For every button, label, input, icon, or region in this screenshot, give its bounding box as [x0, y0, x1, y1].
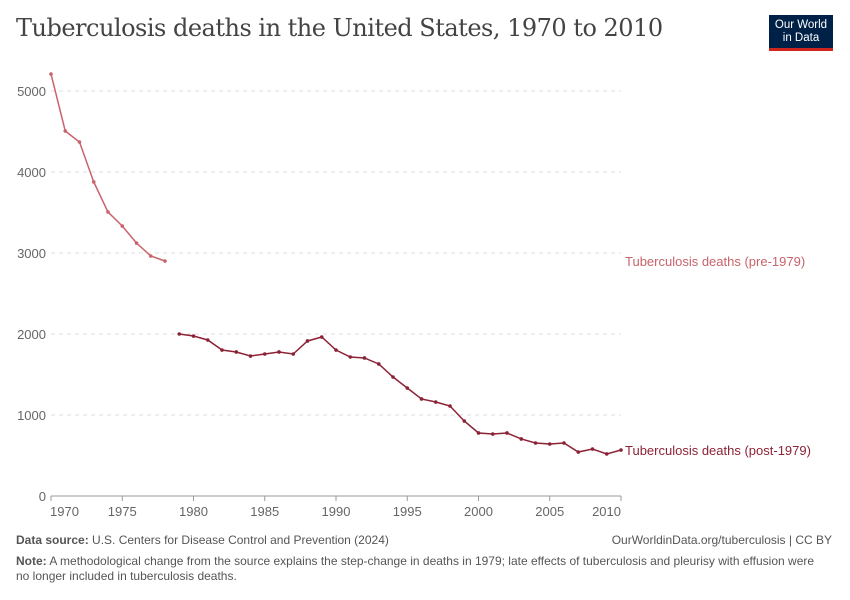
logo-line1: Our World — [774, 19, 828, 31]
data-point — [77, 140, 82, 144]
data-point — [163, 259, 167, 263]
data-point — [519, 437, 524, 441]
data-point — [433, 400, 438, 404]
source-text: U.S. Centers for Disease Control and Pre… — [92, 533, 389, 547]
data-point — [262, 352, 267, 356]
data-point — [277, 350, 281, 354]
data-point — [205, 338, 210, 342]
chart-title: Tuberculosis deaths in the United States… — [16, 14, 663, 42]
x-tick-label: 1990 — [322, 504, 351, 519]
note-label: Note: — [16, 554, 47, 568]
data-point — [448, 404, 452, 408]
data-point — [120, 224, 125, 228]
data-point — [505, 431, 509, 435]
note: Note: A methodological change from the s… — [16, 554, 816, 584]
data-point — [604, 452, 609, 456]
data-point — [334, 348, 338, 352]
data-point — [49, 72, 53, 76]
data-point — [619, 448, 623, 452]
source-label: Data source: — [16, 533, 89, 547]
data-point — [476, 431, 481, 435]
y-tick-label: 0 — [39, 489, 46, 504]
y-tick-label: 4000 — [17, 165, 46, 180]
x-tick-label: 1985 — [250, 504, 279, 519]
citation-link[interactable]: OurWorldinData.org/tuberculosis | CC BY — [611, 533, 832, 547]
data-point — [220, 348, 224, 352]
data-point — [348, 355, 353, 359]
y-tick-label: 5000 — [17, 84, 46, 99]
line-chart: 0 1000 2000 3000 4000 5000 1970 1975 1980 1985 199… — [17, 72, 811, 519]
x-tick-label: 2000 — [464, 504, 493, 519]
data-point — [576, 450, 581, 454]
x-tick-label: 2010 — [592, 504, 621, 519]
data-point — [106, 210, 110, 214]
y-tick-label: 2000 — [17, 327, 46, 342]
data-point — [191, 334, 196, 338]
note-text: A methodological change from the source … — [16, 554, 815, 583]
data-point — [291, 352, 296, 356]
series-label: Tuberculosis deaths (post-1979) — [625, 443, 811, 458]
owid-logo[interactable]: Our World in Data — [769, 15, 833, 51]
data-point — [462, 419, 467, 423]
x-tick-label: 1980 — [179, 504, 208, 519]
data-point — [405, 386, 410, 390]
data-point — [234, 350, 239, 354]
data-point — [533, 441, 538, 445]
data-point — [305, 339, 310, 343]
data-point — [91, 180, 96, 184]
series-label: Tuberculosis deaths (pre-1979) — [625, 254, 805, 269]
x-tick-label: 1975 — [108, 504, 137, 519]
y-tick-label: 1000 — [17, 408, 46, 423]
data-point — [391, 375, 395, 379]
data-point — [319, 335, 324, 339]
data-point — [547, 442, 552, 446]
data-point — [562, 441, 566, 445]
data-point — [419, 397, 424, 401]
data-point — [63, 129, 68, 133]
logo-line2: in Data — [782, 32, 820, 44]
data-point — [590, 447, 595, 451]
x-tick-label: 1995 — [393, 504, 422, 519]
data-point — [177, 332, 182, 336]
data-point — [362, 356, 367, 360]
x-tick-label: 2005 — [535, 504, 564, 519]
series-line — [50, 73, 166, 262]
data-point — [134, 241, 139, 245]
x-tick-label: 1970 — [50, 504, 79, 519]
series-line — [179, 333, 622, 455]
data-point — [248, 354, 253, 358]
data-point — [148, 254, 153, 258]
data-point — [490, 432, 495, 436]
data-point — [376, 362, 381, 366]
data-source: Data source: U.S. Centers for Disease Co… — [16, 533, 389, 547]
y-tick-label: 3000 — [17, 246, 46, 261]
